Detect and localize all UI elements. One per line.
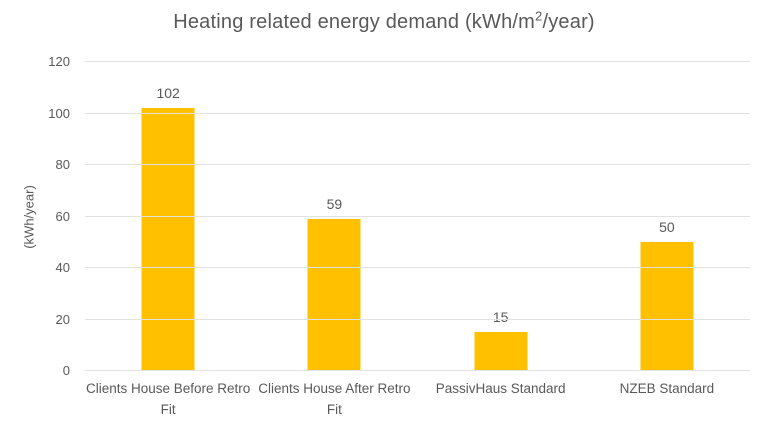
gridline	[85, 61, 750, 62]
y-tick-label: 20	[55, 311, 70, 327]
x-axis-category-label: NZEB Standard	[619, 381, 715, 396]
y-tick-label: 60	[55, 208, 70, 224]
plot-area: 102 59 15 50	[85, 61, 750, 371]
bar-data-label: 102	[156, 85, 180, 102]
x-axis-labels: Clients House Before Retro Fit Clients Ho…	[85, 378, 750, 420]
gridline	[85, 370, 750, 371]
bar-data-label: 59	[326, 196, 343, 213]
y-axis-ticks: 0 20 40 60 80 100 120	[0, 55, 70, 378]
chart-title: Heating related energy demand (kWh/m2/ye…	[0, 8, 768, 34]
bar-slots: 102 59 15 50	[85, 62, 750, 371]
x-axis-category-label: Clients House Before Retro Fit	[85, 381, 251, 417]
bar-wrap: 15	[474, 309, 528, 371]
gridline	[85, 215, 750, 217]
bar-data-label: 50	[659, 219, 675, 236]
gridline	[85, 164, 750, 165]
x-axis-category-label: Clients House After Retro Fit	[258, 381, 411, 417]
gridline	[85, 267, 750, 268]
bar-slot: 102	[85, 62, 251, 371]
y-tick-label: 120	[48, 54, 70, 69]
bar-wrap: 102	[141, 85, 195, 371]
gridline	[85, 112, 750, 114]
bar-slot: 59	[251, 62, 417, 371]
y-tick-label: 40	[55, 260, 70, 275]
bar-slot: 15	[418, 62, 584, 371]
gridline	[85, 318, 750, 320]
chart-title-text-suffix: /year)	[542, 11, 595, 33]
x-axis-category-label: PassivHaus Standard	[435, 381, 566, 396]
bar	[474, 332, 528, 371]
y-tick-label: 0	[62, 363, 70, 378]
y-tick-label: 100	[48, 105, 70, 121]
bar	[640, 242, 694, 371]
chart-title-text: Heating related energy demand (kWh/m	[173, 11, 536, 33]
bar-wrap: 59	[307, 196, 361, 371]
chart-title-superscript: 2	[535, 8, 543, 24]
bar	[141, 108, 195, 371]
bar-data-label: 15	[492, 309, 509, 326]
bar-slot: 50	[584, 62, 750, 371]
bar	[307, 219, 361, 371]
y-tick-label: 80	[55, 157, 70, 172]
bar-wrap: 50	[640, 219, 694, 371]
